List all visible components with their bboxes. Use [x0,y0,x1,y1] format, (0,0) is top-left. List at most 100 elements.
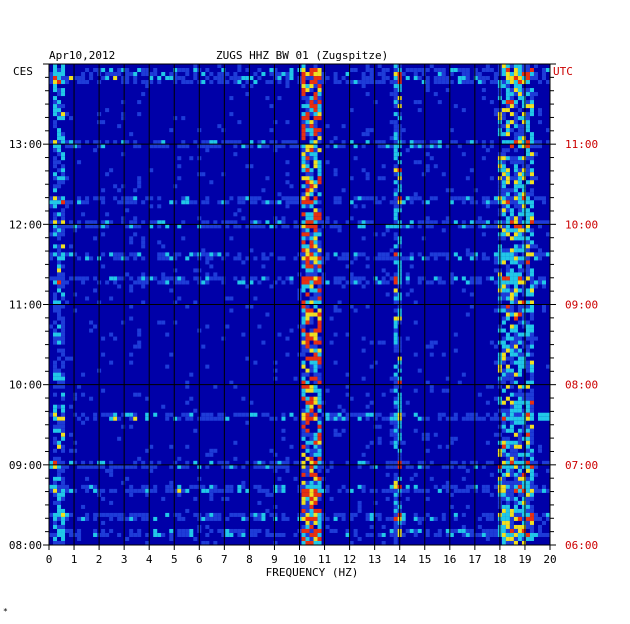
heatmap-cell [529,524,534,529]
heatmap-cell [309,100,314,105]
heatmap-cell [449,440,454,445]
heatmap-cell [61,464,66,469]
heatmap-cell [393,320,398,325]
heatmap-cell [441,220,446,225]
heatmap-cell [277,80,282,85]
heatmap-cell [473,464,478,469]
heatmap-cell [545,128,550,133]
heatmap-cell [337,512,342,517]
heatmap-cell [521,92,526,97]
heatmap-cell [81,420,86,425]
heatmap-cell [393,288,398,293]
heatmap-cell [293,532,298,537]
heatmap-cell [217,144,222,149]
heatmap-cell [249,412,254,417]
heatmap-cell [389,120,394,125]
heatmap-cell [221,528,226,533]
heatmap-cell [345,488,350,493]
heatmap-cell [517,460,522,465]
heatmap-cell [481,200,486,205]
heatmap-cell [333,76,338,81]
heatmap-cell [393,252,398,257]
heatmap-cell [533,532,538,537]
heatmap-cell [521,120,526,125]
heatmap-cell [313,440,318,445]
heatmap-cell [301,528,306,533]
heatmap-cell [57,80,62,85]
heatmap-cell [313,232,318,237]
heatmap-cell [341,256,346,261]
heatmap-cell [317,428,322,433]
heatmap-cell [485,256,490,261]
heatmap-cell [517,368,522,373]
heatmap-cell [121,116,126,121]
heatmap-cell [525,396,530,401]
heatmap-cell [389,136,394,141]
heatmap-cell [305,236,310,241]
heatmap-cell [309,520,314,525]
heatmap-cell [141,244,146,249]
heatmap-cell [541,220,546,225]
heatmap-cell [57,288,62,293]
heatmap-cell [521,256,526,261]
heatmap-cell [473,488,478,493]
heatmap-cell [205,68,210,73]
heatmap-cell [161,320,166,325]
heatmap-cell [265,312,270,317]
heatmap-cell [493,196,498,201]
heatmap-cell [169,256,174,261]
heatmap-cell [529,424,534,429]
heatmap-cell [485,68,490,73]
heatmap-cell [305,344,310,349]
heatmap-cell [109,512,114,517]
heatmap-cell [181,200,186,205]
heatmap-cell [305,420,310,425]
heatmap-cell [529,392,534,397]
heatmap-cell [121,412,126,417]
heatmap-cell [509,472,514,477]
heatmap-cell [505,268,510,273]
heatmap-cell [137,100,142,105]
heatmap-cell [309,192,314,197]
heatmap-cell [437,276,442,281]
heatmap-cell [57,276,62,281]
heatmap-cell [69,140,74,145]
heatmap-cell [165,256,170,261]
heatmap-cell [509,300,514,305]
heatmap-cell [521,68,526,73]
heatmap-cell [509,352,514,357]
heatmap-cell [245,356,250,361]
heatmap-cell [289,184,294,189]
heatmap-cell [529,220,534,225]
heatmap-cell [501,416,506,421]
heatmap-cell [425,380,430,385]
heatmap-cell [61,284,66,289]
heatmap-cell [157,140,162,145]
heatmap-cell [369,196,374,201]
heatmap-cell [537,80,542,85]
heatmap-cell [505,364,510,369]
heatmap-cell [509,188,514,193]
heatmap-cell [393,136,398,141]
heatmap-cell [373,196,378,201]
heatmap-cell [301,304,306,309]
heatmap-cell [57,152,62,157]
heatmap-cell [301,416,306,421]
heatmap-cell [305,244,310,249]
heatmap-cell [425,224,430,229]
heatmap-cell [169,352,174,357]
heatmap-cell [525,288,530,293]
heatmap-cell [465,248,470,253]
heatmap-cell [513,156,518,161]
heatmap-cell [305,204,310,209]
heatmap-cell [313,376,318,381]
heatmap-cell [469,528,474,533]
heatmap-cell [85,484,90,489]
heatmap-cell [273,512,278,517]
heatmap-cell [525,272,530,277]
heatmap-cell [61,492,66,497]
heatmap-cell [77,200,82,205]
heatmap-cell [489,516,494,521]
heatmap-cell [521,520,526,525]
heatmap-cell [393,496,398,501]
